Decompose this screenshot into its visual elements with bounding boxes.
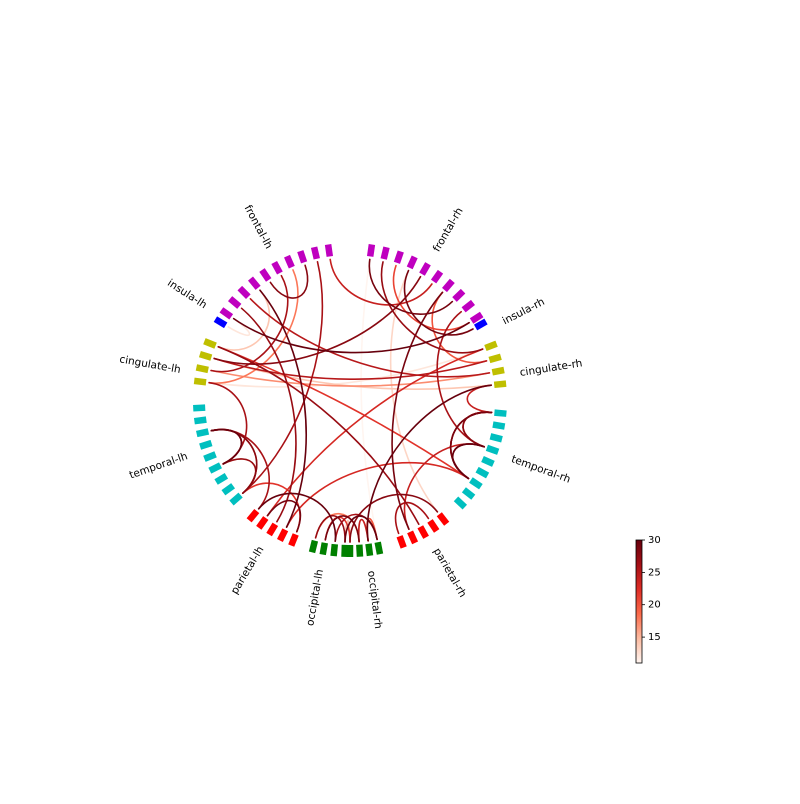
segment-cingulate-rh-3 (492, 370, 504, 372)
label-parietal-rh: parietal-rh (431, 546, 469, 599)
segment-parietal-lh-3 (269, 524, 275, 534)
segment-frontal-rh-7 (445, 281, 453, 290)
label-occipital-rh: occipital-rh (365, 570, 384, 630)
label-cingulate-lh: cingulate-lh (119, 353, 182, 376)
segment-frontal-rh-10 (472, 315, 482, 322)
link-frontal-rh-to-temporal-rh-19 (437, 312, 484, 447)
segment-occipital-rh-1 (378, 542, 380, 554)
colorbar-tick-label-25: 25 (648, 567, 661, 578)
segment-insula-lh-1 (215, 319, 225, 325)
segment-parietal-lh-5 (249, 511, 257, 520)
link-frontal-lh-to-cingulate-lh-7 (218, 290, 269, 350)
segment-frontal-rh-1 (370, 245, 372, 257)
segment-temporal-rh-5 (483, 459, 494, 464)
segment-temporal-lh-7 (197, 431, 209, 434)
segment-temporal-rh-7 (471, 480, 481, 487)
segment-frontal-lh-2 (230, 299, 239, 307)
segment-parietal-rh-4 (410, 532, 415, 543)
node-labels: frontal-rh insula-rh cingulate-rh temporal-… (119, 203, 584, 629)
segment-cingulate-rh-1 (485, 344, 496, 348)
segment-temporal-rh-3 (490, 436, 502, 439)
segment-temporal-rh-4 (487, 448, 498, 452)
segment-occipital-rh-2 (369, 544, 371, 556)
link-cingulate-lh-to-cingulate-rh-22 (211, 371, 489, 387)
label-frontal-lh: frontal-lh (242, 203, 275, 251)
segment-frontal-rh-5 (422, 264, 428, 274)
connection-links (209, 259, 491, 542)
segment-temporal-rh-6 (477, 470, 488, 476)
segment-cingulate-rh-2 (489, 357, 501, 360)
colorbar-tick-label-20: 20 (648, 600, 661, 611)
segment-frontal-lh-8 (300, 251, 304, 262)
segment-frontal-rh-6 (434, 272, 441, 282)
segment-frontal-lh-10 (328, 245, 330, 257)
segment-frontal-lh-4 (251, 279, 259, 288)
link-occipital-lh-to-occipital-rh-55 (325, 516, 359, 542)
link-temporal-lh-to-parietal-lh-46 (243, 483, 300, 532)
label-occipital-lh: occipital-lh (304, 568, 326, 627)
label-frontal-rh: frontal-rh (431, 206, 466, 254)
link-cingulate-rh-to-occipital-rh-29 (367, 385, 491, 541)
segment-insula-rh-1 (476, 322, 486, 328)
colorbar-tick-label-15: 15 (648, 632, 661, 643)
segment-parietal-rh-2 (430, 521, 437, 531)
segment-parietal-rh-1 (439, 514, 446, 523)
segment-frontal-lh-7 (287, 256, 292, 267)
colorbar-gradient (636, 540, 642, 663)
link-cingulate-lh-to-temporal-lh-24 (209, 383, 246, 464)
segment-cingulate-rh-4 (494, 384, 506, 385)
segment-temporal-lh-6 (200, 443, 211, 447)
segment-cingulate-lh-3 (200, 354, 211, 358)
label-temporal-lh: temporal-lh (128, 450, 190, 481)
segment-temporal-lh-9 (193, 408, 205, 409)
segment-frontal-rh-8 (455, 291, 464, 299)
segment-temporal-rh-9 (456, 499, 465, 507)
segment-occipital-lh-4 (312, 541, 315, 553)
segment-parietal-rh-3 (420, 527, 426, 538)
segment-frontal-lh-5 (262, 270, 269, 280)
label-temporal-rh: temporal-rh (510, 453, 572, 486)
segment-cingulate-lh-4 (204, 341, 215, 346)
segment-frontal-rh-9 (464, 302, 473, 309)
link-occipital-lh-to-occipital-lh-53 (316, 516, 345, 542)
label-insula-rh: insula-rh (501, 296, 547, 327)
colorbar: 15 20 25 30 (636, 535, 661, 663)
segment-frontal-lh-6 (274, 263, 280, 274)
segment-parietal-lh-2 (280, 530, 285, 541)
segment-temporal-lh-5 (204, 454, 215, 459)
label-parietal-lh: parietal-lh (229, 544, 267, 596)
segment-temporal-lh-4 (210, 465, 221, 470)
segment-frontal-rh-3 (397, 252, 401, 263)
segment-occipital-lh-3 (323, 543, 325, 555)
segment-occipital-rh-3 (359, 545, 360, 557)
segment-temporal-lh-1 (232, 495, 241, 503)
segment-temporal-lh-8 (194, 420, 206, 422)
label-cingulate-rh: cingulate-rh (519, 357, 583, 379)
segment-frontal-lh-9 (314, 247, 317, 259)
segment-temporal-lh-3 (216, 476, 226, 482)
segment-temporal-lh-2 (223, 486, 233, 493)
segment-cingulate-lh-2 (196, 367, 208, 370)
segment-parietal-lh-4 (259, 518, 266, 528)
segment-temporal-rh-1 (494, 413, 506, 414)
segment-temporal-rh-2 (493, 425, 505, 427)
label-insula-lh: insula-lh (165, 277, 209, 311)
segment-cingulate-lh-1 (194, 381, 206, 382)
segment-parietal-lh-1 (291, 534, 296, 545)
colorbar-tick-label-30: 30 (648, 535, 661, 546)
segment-parietal-rh-5 (400, 536, 404, 547)
segment-frontal-rh-2 (384, 247, 387, 259)
segment-temporal-rh-8 (464, 490, 473, 497)
segment-frontal-rh-4 (410, 257, 415, 268)
segment-frontal-lh-1 (221, 310, 231, 317)
segment-occipital-lh-2 (334, 544, 335, 556)
colorbar-ticks: 15 20 25 30 (642, 535, 661, 643)
segment-frontal-lh-3 (240, 288, 249, 297)
